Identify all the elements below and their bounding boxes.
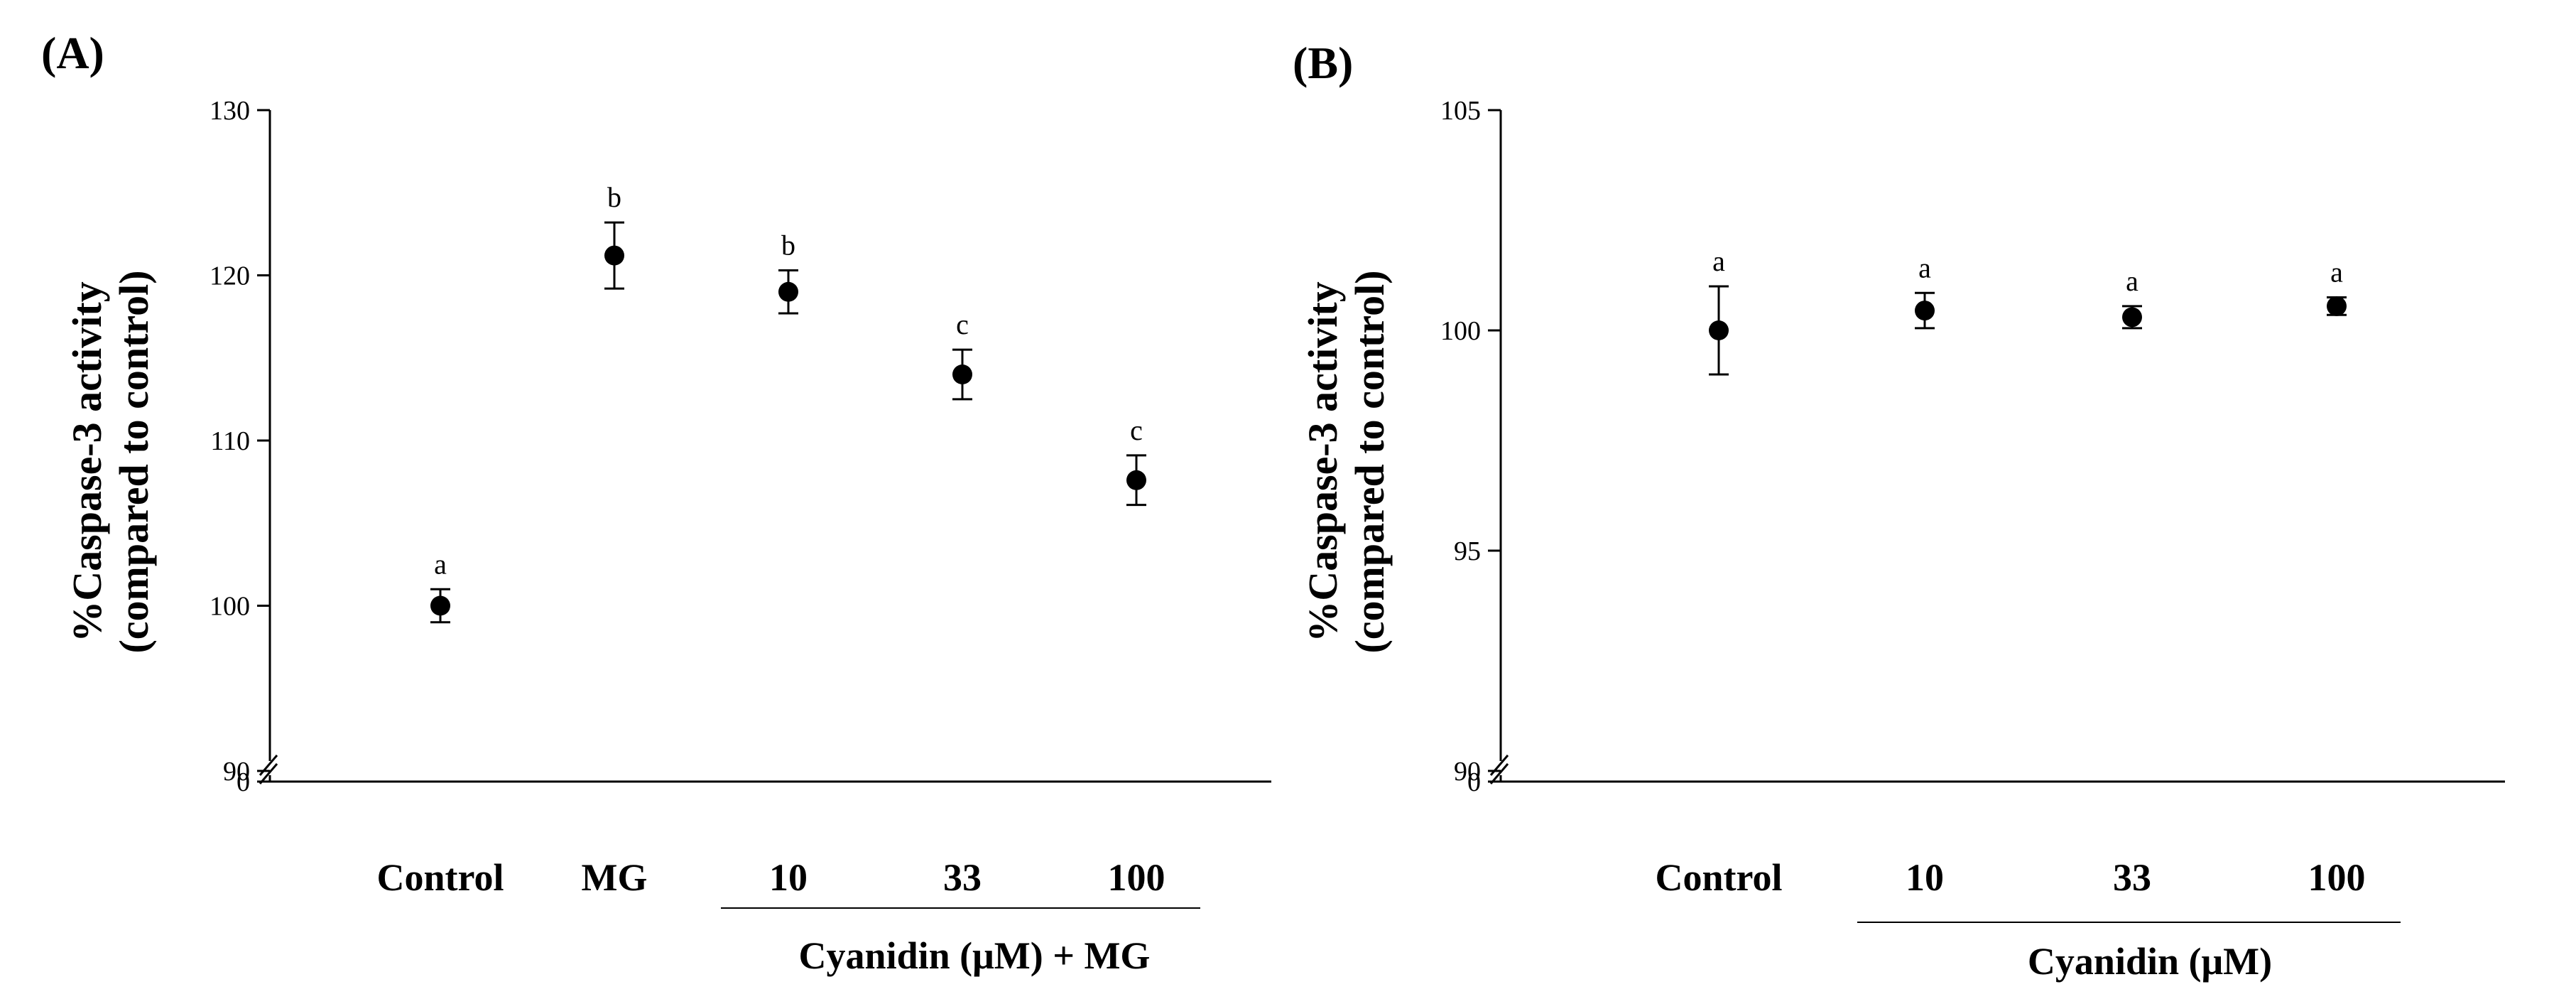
y-ticks-b: 90 95 100 105 0 [1440, 96, 1501, 797]
y-tick-label: 105 [1440, 96, 1481, 126]
panel-label-a: (A) [41, 28, 104, 78]
significance-label: c [956, 308, 969, 340]
y-tick-label: 130 [210, 96, 250, 126]
y-ticks-a: 90 100 110 120 130 0 [210, 96, 270, 797]
data-point [2122, 307, 2142, 328]
axis-break-mark [259, 763, 278, 784]
axis-break-mark [1489, 763, 1509, 784]
data-point [952, 364, 972, 384]
panel-b: (B) %Caspase-3 activity (compared to con… [1293, 38, 2505, 983]
data-point [1709, 320, 1729, 340]
significance-label: a [2126, 265, 2138, 297]
panel-a: (A) %Caspase-3 activity (compared to con… [41, 28, 1271, 977]
data-marks-a: a b b c c [430, 181, 1146, 624]
x-tick-label: Control [376, 856, 504, 899]
x-tick-label: 10 [769, 856, 808, 899]
significance-label: a [1918, 252, 1931, 284]
axes-b [1489, 110, 2505, 784]
panel-label-b: (B) [1293, 38, 1353, 88]
x-tick-label: Control [1655, 856, 1782, 899]
axis-break-mark [1489, 755, 1509, 776]
y-tick-label-zero: 0 [1467, 767, 1481, 797]
significance-label: a [1712, 245, 1725, 277]
significance-label: a [434, 548, 447, 580]
y-tick-label: 110 [210, 426, 250, 456]
significance-label: a [2330, 256, 2343, 288]
x-tick-label: 33 [2113, 856, 2151, 899]
x-ticks-b: Control 10 33 100 [1655, 856, 2401, 923]
y-tick-label: 90 [1454, 757, 1481, 787]
x-tick-label: 10 [1906, 856, 1944, 899]
axes-a [259, 110, 1271, 784]
y-axis-label-b-line1: %Caspase-3 activity [1300, 281, 1346, 642]
y-tick-label: 95 [1454, 536, 1481, 566]
x-tick-label: 33 [943, 856, 982, 899]
data-point [1126, 470, 1146, 490]
data-point [1915, 301, 1935, 321]
y-tick-label: 90 [223, 757, 250, 787]
significance-label: b [607, 181, 621, 213]
axis-break-mark [259, 755, 278, 776]
y-tick-label: 120 [210, 261, 250, 291]
y-tick-label: 100 [1440, 316, 1481, 346]
y-axis-label-a-line1: %Caspase-3 activity [64, 281, 110, 642]
x-tick-label: 100 [2308, 856, 2366, 899]
significance-label: c [1130, 414, 1143, 446]
x-tick-label: 100 [1108, 856, 1165, 899]
y-axis-label-b-line2: (compared to control) [1347, 270, 1393, 653]
data-point [604, 245, 624, 266]
data-point [2327, 296, 2347, 316]
y-tick-label-zero: 0 [237, 767, 250, 797]
significance-label: b [781, 230, 795, 261]
data-point [778, 281, 798, 302]
x-tick-label: MG [582, 856, 648, 899]
group-label-b: Cyanidin (μM) [2028, 940, 2272, 983]
group-label-a: Cyanidin (μM) + MG [799, 934, 1151, 977]
y-tick-label: 100 [210, 592, 250, 622]
x-ticks-a: Control MG 10 33 100 [376, 856, 1200, 909]
data-point [430, 595, 450, 616]
y-axis-label-a-line2: (compared to control) [111, 270, 157, 653]
